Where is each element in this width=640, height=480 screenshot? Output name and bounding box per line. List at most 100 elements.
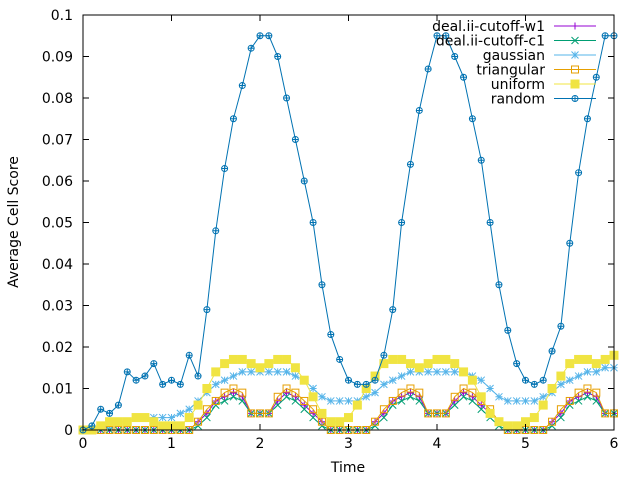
data-point [211,367,221,377]
data-point [211,396,220,405]
data-point [256,32,264,40]
y-tick-label: 0.1 [51,8,73,24]
y-axis-label: Average Cell Score [6,156,22,288]
data-point [539,376,547,384]
data-point [495,392,503,401]
data-point [194,372,202,380]
data-point [575,393,583,401]
data-point [282,368,291,376]
data-point [548,417,557,426]
data-point [114,401,122,409]
y-tick-label: 0.07 [42,133,73,149]
data-point [344,413,353,423]
data-point [291,393,299,401]
data-point [565,376,574,385]
data-point [291,388,300,397]
data-point [574,388,583,397]
data-point [97,405,105,413]
data-point [299,375,309,385]
data-point [247,44,255,52]
data-point [574,372,583,380]
data-point [433,368,441,376]
data-point [450,392,459,401]
data-point [309,405,318,414]
series-5 [79,32,618,434]
data-point [220,388,229,397]
data-point [570,79,580,89]
data-point [167,413,176,422]
data-point [468,397,477,405]
data-point [237,354,247,364]
data-point [468,388,477,397]
data-point [557,322,565,330]
data-point [583,368,592,376]
legend-item: uniform [491,77,596,93]
legend-label: random [491,92,545,108]
data-point [486,219,494,226]
data-point [388,376,397,385]
data-point [601,32,609,40]
y-tick-label: 0 [64,423,73,439]
data-point [433,32,441,40]
data-point [309,219,317,226]
data-point [477,376,486,385]
data-point [574,354,584,364]
data-point [185,405,194,414]
data-point [583,392,592,401]
data-point [123,368,131,376]
data-point [362,380,370,388]
data-point [468,393,476,401]
data-point [406,368,415,376]
data-point [424,368,433,376]
data-point [571,22,579,30]
data-point [571,51,579,59]
data-point [273,354,283,364]
data-point [317,408,327,418]
data-point [158,421,168,431]
data-point [521,397,530,405]
data-point [265,32,273,40]
data-point [433,409,441,418]
data-point [228,354,238,364]
data-point [600,354,610,364]
data-point [96,421,106,431]
data-point [282,384,291,393]
data-point [415,388,424,397]
data-point [238,368,247,376]
data-point [432,354,442,364]
data-point [149,417,159,427]
data-point [583,384,592,393]
data-point [406,392,415,401]
data-point [530,397,539,405]
data-point [565,359,575,369]
data-point [398,219,406,226]
data-point [574,397,583,405]
data-point [256,409,264,418]
data-point [459,384,468,393]
data-point [202,384,212,393]
data-point [344,397,353,405]
data-point [335,417,345,427]
data-point [388,396,397,405]
x-tick-label: 5 [521,436,530,452]
x-axis-label: Time [330,460,365,476]
data-point [592,73,600,81]
x-tick-label: 4 [433,436,442,452]
data-point [397,397,406,405]
data-point [415,106,423,114]
data-point [459,392,468,401]
data-point [380,351,388,359]
data-point [583,389,591,397]
legend: deal.ii-cutoff-w1deal.ii-cutoff-c1gaussi… [432,19,596,108]
data-point [255,363,265,373]
data-point [105,417,115,427]
data-point [220,376,229,385]
data-point [150,360,158,368]
data-point [450,368,459,376]
x-tick-label: 3 [344,436,353,452]
data-point [282,392,291,401]
legend-item: random [491,92,596,108]
y-tick-label: 0.02 [42,340,73,356]
data-point [441,354,451,364]
data-point [247,409,256,418]
